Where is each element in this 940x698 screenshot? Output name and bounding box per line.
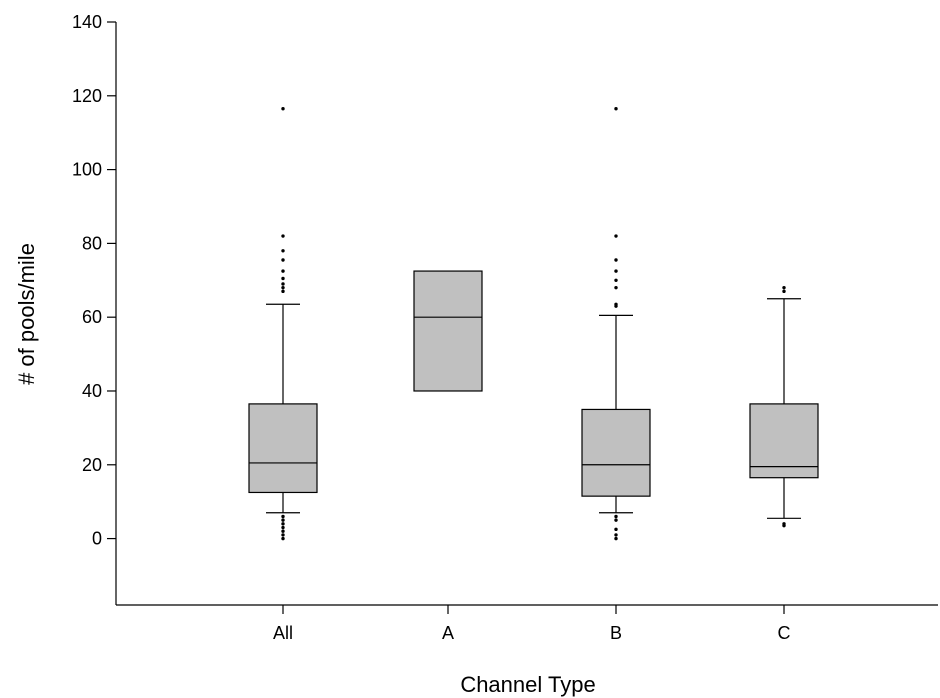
iqr-box [413, 270, 483, 392]
outlier-point [614, 518, 618, 522]
outlier-point [281, 249, 285, 253]
axes [115, 22, 938, 606]
y-tick-label: 140 [72, 12, 102, 32]
outlier-point [614, 527, 618, 532]
outlier-point [281, 258, 285, 262]
x-axis-title: Channel Type [460, 672, 595, 697]
y-axis-title: # of pools/mile [14, 243, 39, 385]
outlier-point [281, 234, 285, 238]
outlier-point [281, 525, 285, 530]
box-a [413, 270, 483, 392]
outlier-point [281, 269, 285, 273]
outlier-point [281, 107, 285, 111]
iqr-box [749, 403, 819, 479]
outlier-point [614, 234, 618, 238]
outlier-point [281, 282, 285, 286]
y-tick-label: 100 [72, 160, 102, 180]
x-ticks: All A B C [273, 605, 791, 643]
iqr-box [581, 408, 651, 497]
y-tick-label: 80 [82, 233, 102, 253]
y-tick-label: 40 [82, 381, 102, 401]
outlier-point [614, 514, 618, 519]
boxes [248, 107, 819, 541]
outlier-point [614, 536, 618, 541]
outlier-point [782, 285, 786, 290]
outlier-point [782, 289, 786, 294]
outlier-point [281, 522, 285, 526]
outlier-point [614, 302, 618, 306]
outlier-point [614, 107, 618, 111]
y-tick-label: 60 [82, 307, 102, 327]
outlier-point [281, 289, 285, 294]
iqr-box [248, 403, 318, 494]
y-ticks: 0 20 40 60 80 100 120 140 [72, 12, 116, 549]
outlier-point [614, 269, 618, 273]
outlier-point [281, 285, 285, 290]
box-b [581, 107, 651, 541]
x-tick-label: A [442, 623, 454, 643]
outlier-point [614, 258, 618, 262]
x-tick-label: All [273, 623, 293, 643]
outlier-point [281, 536, 285, 541]
outlier-point [281, 533, 285, 537]
y-tick-label: 20 [82, 455, 102, 475]
box-all [248, 107, 318, 541]
y-tick-label: 120 [72, 86, 102, 106]
x-tick-label: C [778, 623, 791, 643]
outlier-point [281, 518, 285, 522]
x-tick-label: B [610, 623, 622, 643]
outlier-point [614, 278, 618, 282]
outlier-point [614, 533, 618, 537]
outlier-point [281, 276, 285, 281]
outlier-point [281, 514, 285, 519]
outlier-point [281, 529, 285, 533]
y-tick-label: 0 [92, 529, 102, 549]
box-c [749, 285, 819, 528]
outlier-point [614, 285, 618, 290]
outlier-point [782, 522, 786, 526]
